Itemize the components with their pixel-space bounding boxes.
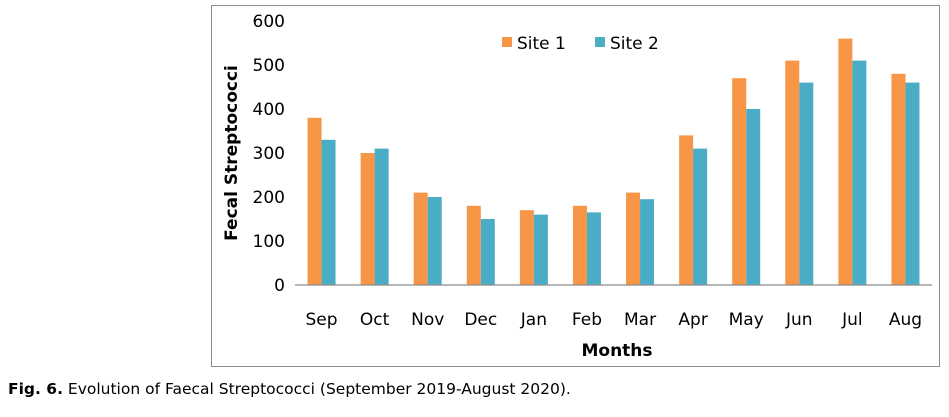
legend-swatch bbox=[595, 37, 605, 47]
x-tick-label: May bbox=[729, 310, 764, 330]
x-tick-label: Mar bbox=[624, 310, 656, 330]
bar-site-2-may bbox=[746, 109, 761, 285]
caption-label: Fig. 6. bbox=[8, 380, 63, 398]
bar-site-2-aug bbox=[905, 82, 920, 285]
y-tick-label: 300 bbox=[253, 144, 285, 164]
bar-site-2-mar bbox=[640, 199, 655, 285]
bar-site-2-jan bbox=[533, 214, 548, 285]
bar-site-1-oct bbox=[360, 153, 375, 285]
y-axis-title: Fecal Streptococci bbox=[222, 65, 242, 241]
bar-site-1-dec bbox=[466, 205, 481, 285]
legend-swatch bbox=[502, 37, 512, 47]
x-tick-label: Jan bbox=[520, 310, 547, 330]
x-tick-label: Apr bbox=[678, 310, 707, 330]
figure-caption: Fig. 6. Evolution of Faecal Streptococci… bbox=[8, 380, 571, 398]
bar-site-2-feb bbox=[586, 212, 601, 285]
legend: Site 1 Site 2 bbox=[502, 34, 659, 54]
bar-site-2-nov bbox=[427, 197, 442, 285]
bar-site-1-jul bbox=[838, 38, 853, 285]
bar-chart: 0 100 200 300 400 500 600 Sep Oct Nov Dec Jan Feb Ma… bbox=[222, 12, 932, 361]
bar-site-2-oct bbox=[374, 148, 389, 285]
y-tick-label: 100 bbox=[253, 232, 285, 252]
bar-site-1-aug bbox=[891, 73, 906, 285]
x-tick-label: Feb bbox=[572, 310, 602, 330]
bar-site-2-jun bbox=[799, 82, 814, 285]
bar-site-1-jun bbox=[785, 60, 800, 285]
y-tick-label: 0 bbox=[274, 276, 285, 296]
bar-site-1-nov bbox=[413, 192, 428, 285]
y-tick-label: 600 bbox=[253, 12, 285, 32]
bar-site-2-jul bbox=[852, 60, 867, 285]
legend-label: Site 1 bbox=[517, 34, 566, 54]
caption-text: Evolution of Faecal Streptococci (Septem… bbox=[62, 380, 571, 398]
x-tick-label: Nov bbox=[411, 310, 444, 330]
x-axis-title: Months bbox=[581, 341, 652, 361]
bars bbox=[307, 38, 920, 285]
legend-label: Site 2 bbox=[610, 34, 659, 54]
bar-site-2-sep bbox=[321, 139, 336, 285]
bar-site-2-apr bbox=[693, 148, 708, 285]
bar-site-1-jan bbox=[519, 210, 534, 285]
y-tick-label: 500 bbox=[253, 56, 285, 76]
bar-site-1-may bbox=[732, 78, 747, 285]
bar-site-1-apr bbox=[679, 135, 694, 285]
x-tick-label: Jun bbox=[785, 310, 813, 330]
bar-site-2-dec bbox=[480, 219, 495, 285]
x-axis-ticks: Sep Oct Nov Dec Jan Feb Mar Apr May Jun Jul Aug bbox=[306, 310, 923, 330]
y-tick-label: 200 bbox=[253, 188, 285, 208]
bar-site-1-mar bbox=[626, 192, 641, 285]
bar-site-1-sep bbox=[307, 117, 322, 285]
x-tick-label: Oct bbox=[360, 310, 390, 330]
y-axis-ticks: 0 100 200 300 400 500 600 bbox=[253, 12, 285, 296]
y-tick-label: 400 bbox=[253, 100, 285, 120]
x-tick-label: Jul bbox=[841, 310, 863, 330]
x-tick-label: Aug bbox=[889, 310, 922, 330]
bar-site-1-feb bbox=[572, 205, 587, 285]
x-tick-label: Sep bbox=[306, 310, 338, 330]
chart-frame bbox=[211, 5, 940, 367]
x-tick-label: Dec bbox=[464, 310, 497, 330]
